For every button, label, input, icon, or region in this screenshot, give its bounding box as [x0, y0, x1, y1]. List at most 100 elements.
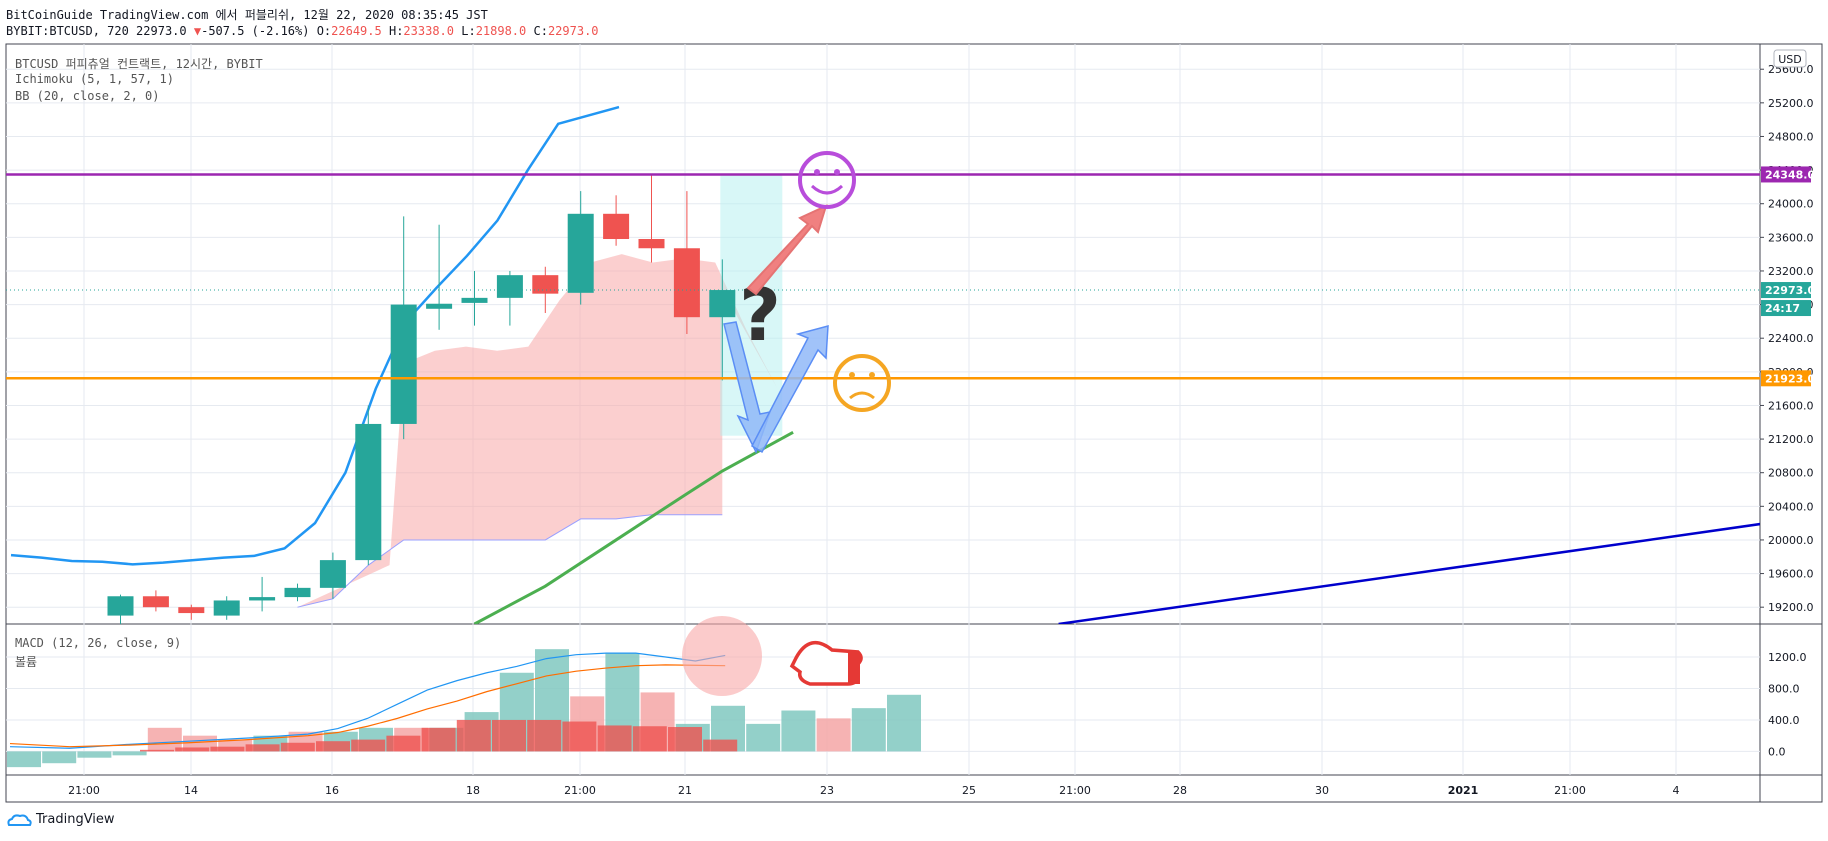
- volume-bar: [816, 718, 851, 752]
- candle-body: [355, 423, 382, 561]
- legend-volume[interactable]: 볼륨: [15, 655, 38, 669]
- candle-body: [638, 239, 665, 249]
- y-tick-label: 20400.0: [1768, 500, 1814, 513]
- candle-body: [567, 213, 594, 293]
- x-tick-label: 21:00: [68, 784, 100, 797]
- volume-bar: [746, 723, 781, 752]
- macd-hist-bar: [386, 735, 421, 752]
- y-tick-label: 24000.0: [1768, 198, 1814, 211]
- candle-body: [142, 596, 169, 608]
- hand-cuff: [848, 652, 860, 684]
- y-tick-label: 23600.0: [1768, 231, 1814, 244]
- x-tick-label: 14: [184, 784, 198, 797]
- y-tick-label: 21600.0: [1768, 399, 1814, 412]
- x-tick-label: 28: [1173, 784, 1187, 797]
- happy-eye: [834, 169, 840, 175]
- y-tick-label: 23200.0: [1768, 265, 1814, 278]
- last-price-tag-label: 22973.0: [1765, 284, 1815, 297]
- x-tick-label: 25: [962, 784, 976, 797]
- macd-tick-label: 0.0: [1768, 745, 1786, 758]
- footer-brand: TradingView: [36, 812, 115, 827]
- macd-hist-bar: [668, 727, 702, 752]
- candle-body: [284, 587, 311, 598]
- low-value: 21898.0: [475, 24, 527, 38]
- volume-bar: [147, 727, 182, 752]
- candle-body: [532, 275, 559, 294]
- macd-hist-bar: [562, 721, 597, 752]
- x-tick-label: 21:00: [1059, 784, 1091, 797]
- legend-title: BTCUSD 퍼피츄얼 컨트랙트, 12시간, BYBIT: [15, 57, 263, 71]
- currency-badge: [1773, 49, 1807, 68]
- macd-hist-bar: [351, 739, 386, 752]
- legend-macd[interactable]: MACD (12, 26, close, 9): [15, 636, 182, 650]
- ichimoku-cloud: [297, 254, 778, 608]
- candle-body: [319, 560, 346, 588]
- candle-body: [178, 607, 205, 614]
- tradingview-logo[interactable]: TradingView: [6, 812, 115, 827]
- macd-hist-bar: [316, 741, 350, 752]
- happy-mouth: [810, 184, 844, 195]
- x-tick-label: 18: [466, 784, 480, 797]
- volume-bar: [218, 739, 253, 752]
- sad-eye: [869, 372, 875, 378]
- y-tick-label: 20800.0: [1768, 467, 1814, 480]
- close-value: 22973.0: [547, 24, 599, 38]
- last-price-tag: [1761, 282, 1811, 299]
- macd-tick-label: 400.0: [1768, 714, 1800, 727]
- candle-body: [709, 290, 736, 318]
- x-tick-label: 2021: [1448, 784, 1479, 797]
- main-pane: [10, 105, 1760, 624]
- currency-label: USD: [1778, 53, 1802, 66]
- y-tick-label: 20000.0: [1768, 534, 1814, 547]
- x-tick-label: 30: [1315, 784, 1329, 797]
- candle-body: [496, 275, 523, 298]
- resistance-tag: [1761, 166, 1811, 183]
- candle-body: [390, 304, 417, 424]
- volume-bar: [851, 708, 886, 752]
- sad-mouth: [849, 391, 875, 400]
- candle-body: [603, 213, 630, 240]
- x-tick-label: 4: [1673, 784, 1680, 797]
- volume-bar: [77, 751, 112, 758]
- symbol-label: BYBIT:BTCUSD, 720 22973.0: [6, 24, 187, 38]
- x-tick-label: 21:00: [1554, 784, 1586, 797]
- publisher-line: BitCoinGuide TradingView.com 에서 퍼블리쉬, 12…: [6, 8, 488, 22]
- x-tick-label: 23: [820, 784, 834, 797]
- macd-hist-bar: [492, 719, 526, 752]
- sad-eye: [849, 372, 855, 378]
- volume-bar: [887, 694, 921, 752]
- signal-line: [9, 664, 726, 748]
- y-tick-label: 19600.0: [1768, 568, 1814, 581]
- macd-hist-bar: [210, 746, 245, 752]
- open-label: O:: [316, 24, 332, 38]
- high-label: H:: [388, 24, 404, 38]
- bear-arrow-up-icon: [751, 325, 829, 454]
- macd-hist-bar: [597, 725, 632, 752]
- candle-body: [673, 248, 700, 318]
- high-value: 23338.0: [403, 24, 454, 38]
- macd-hist-bar: [421, 727, 456, 752]
- candle-body: [461, 297, 488, 303]
- legend-bb[interactable]: BB (20, close, 2, 0): [15, 89, 160, 103]
- legend-ichimoku[interactable]: Ichimoku (5, 1, 57, 1): [15, 72, 174, 86]
- macd-pane: [7, 649, 921, 768]
- macd-hist-bar: [245, 744, 280, 752]
- x-tick-label: 21:00: [564, 784, 596, 797]
- candle-body: [107, 596, 134, 616]
- x-tick-label: 21: [678, 784, 692, 797]
- y-tick-label: 21200.0: [1768, 433, 1814, 446]
- happy-eye: [814, 169, 820, 175]
- support-tag: [1761, 370, 1811, 387]
- bollinger-upper: [10, 105, 620, 566]
- support-tag-label: 21923.0: [1765, 372, 1815, 385]
- volume-bar: [7, 751, 41, 768]
- change-arrow-icon: ▼: [193, 24, 202, 38]
- resistance-tag-label: 24348.0: [1765, 168, 1815, 181]
- volume-bar: [781, 710, 816, 752]
- change-label: -507.5 (-2.16%): [201, 24, 310, 38]
- macd-line: [9, 652, 726, 749]
- y-tick-label: 22400.0: [1768, 332, 1814, 345]
- macd-hist-bar: [140, 749, 174, 752]
- candle-body: [213, 600, 240, 616]
